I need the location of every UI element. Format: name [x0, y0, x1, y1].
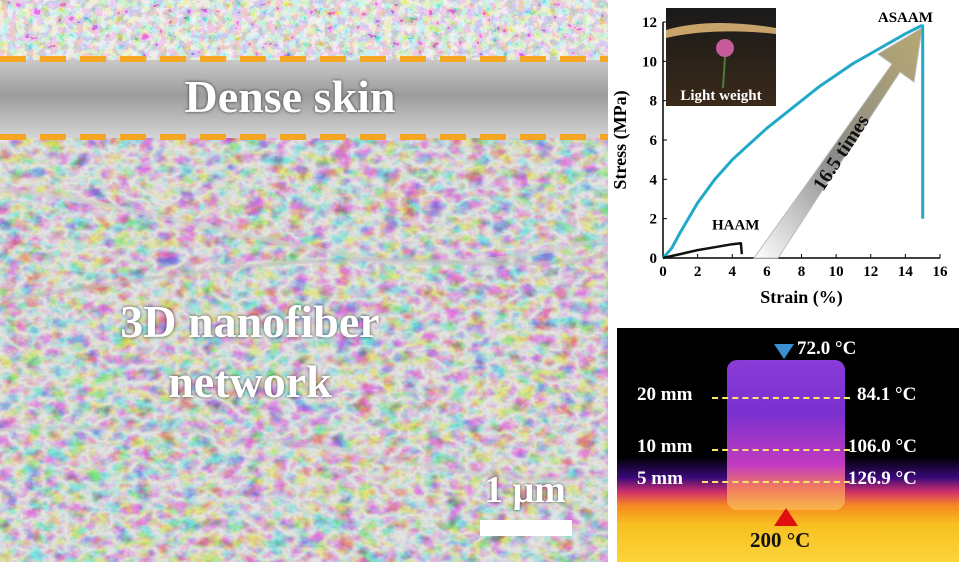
row-height-10mm: 10 mm: [637, 436, 693, 457]
x-tick-label: 8: [798, 264, 806, 280]
y-tick-label: 2: [650, 212, 658, 228]
chart-series: ASAAM HAAM: [661, 10, 933, 260]
y-tick-label: 4: [650, 172, 658, 188]
x-tick-label: 6: [763, 264, 771, 280]
row-temp-20mm: 84.1 °C: [857, 384, 917, 405]
x-axis-title: Strain (%): [760, 287, 843, 308]
thermal-image-panel: 72.0 °C 20 mm 84.1 °C 10 mm 106.0 °C 5 m…: [617, 328, 959, 562]
x-tick-label: 12: [863, 264, 878, 280]
row-line-10mm: [712, 449, 850, 451]
row-temp-10mm: 106.0 °C: [848, 436, 917, 457]
sem-micrograph-panel: Dense skin 3D nanofiber network 1 μm: [0, 0, 608, 562]
y-axis-title: Stress (MPa): [610, 90, 631, 189]
y-tick-label: 8: [650, 94, 658, 110]
y-tick-label: 12: [642, 15, 657, 31]
scale-bar-text: 1 μm: [484, 469, 566, 511]
stress-strain-chart: 0 2 4 6 8 10 12 14 16 0 2 4 6 8 10 12 Strain (%) Stress (…: [610, 0, 959, 320]
nanofiber-label-line1: 3D nanofiber: [120, 296, 380, 347]
y-tick-label: 0: [650, 251, 658, 267]
x-tick-label: 16: [933, 264, 949, 280]
chart-axes: 0 2 4 6 8 10 12 14 16 0 2 4 6 8 10 12 Strain (%) Stress (…: [610, 15, 948, 308]
row-line-5mm: [702, 481, 850, 483]
x-tick-label: 4: [729, 264, 737, 280]
y-tick-label: 10: [642, 54, 657, 70]
inset-photo: Light weight: [666, 8, 776, 106]
sem-texture: [0, 0, 608, 562]
series-label-asaam: ASAAM: [878, 10, 933, 26]
top-marker-icon: [774, 344, 794, 359]
row-height-5mm: 5 mm: [637, 468, 683, 489]
nanofiber-network-label: 3D nanofiber network: [20, 292, 480, 412]
arrow-label: 16.5 times: [809, 111, 874, 195]
inset-caption: Light weight: [680, 88, 761, 104]
scale-bar: [480, 520, 572, 536]
row-height-20mm: 20 mm: [637, 384, 693, 405]
bottom-temperature: 200 °C: [750, 528, 811, 552]
improvement-arrow: 16.5 times: [753, 27, 923, 259]
flower-icon: [716, 39, 734, 57]
chart-svg: 0 2 4 6 8 10 12 14 16 0 2 4 6 8 10 12 Strain (%) Stress (…: [610, 8, 948, 308]
nanofiber-label-line2: network: [168, 356, 332, 407]
series-line-asaam: [661, 24, 925, 259]
sample-block: [727, 360, 845, 510]
bottom-marker-icon: [774, 508, 798, 526]
x-tick-label: 2: [694, 264, 702, 280]
top-temperature: 72.0 °C: [797, 338, 857, 359]
dense-skin-label: Dense skin: [184, 71, 396, 122]
series-label-haam: HAAM: [712, 217, 760, 233]
x-tick-label: 0: [659, 264, 667, 280]
aerogel-sample-shape: [666, 23, 776, 38]
row-temp-5mm: 126.9 °C: [848, 468, 917, 489]
x-tick-label: 14: [898, 264, 914, 280]
series-line-haam: [662, 242, 744, 260]
row-line-20mm: [712, 397, 850, 399]
x-tick-label: 10: [829, 264, 844, 280]
y-tick-label: 6: [650, 133, 658, 149]
